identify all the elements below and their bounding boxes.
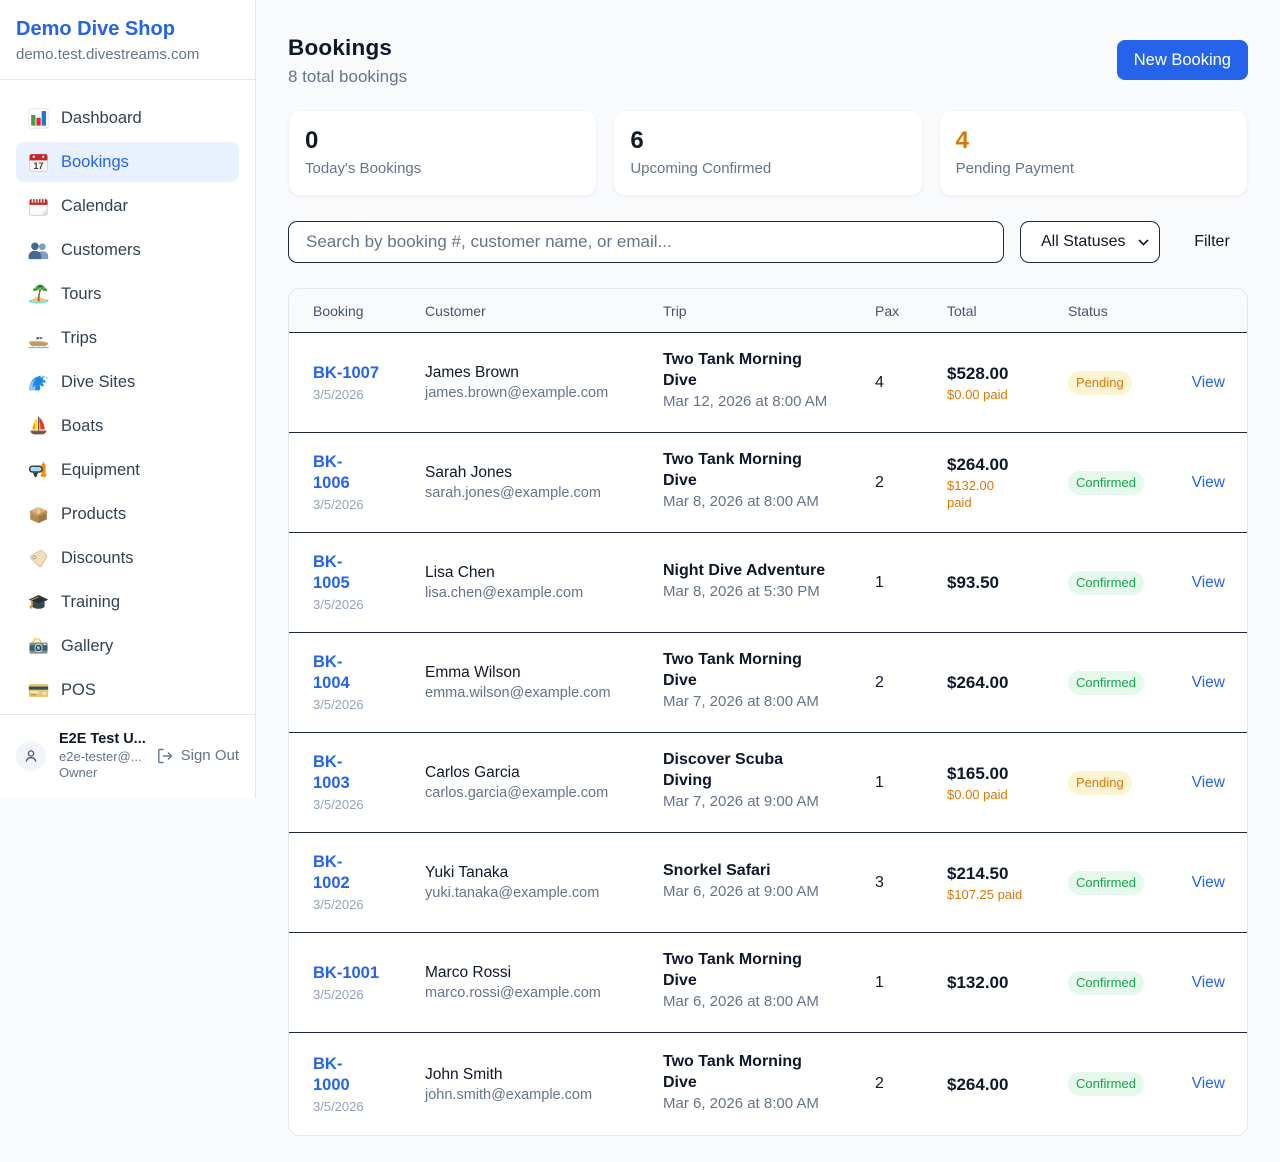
svg-text:17: 17 [34, 160, 44, 170]
